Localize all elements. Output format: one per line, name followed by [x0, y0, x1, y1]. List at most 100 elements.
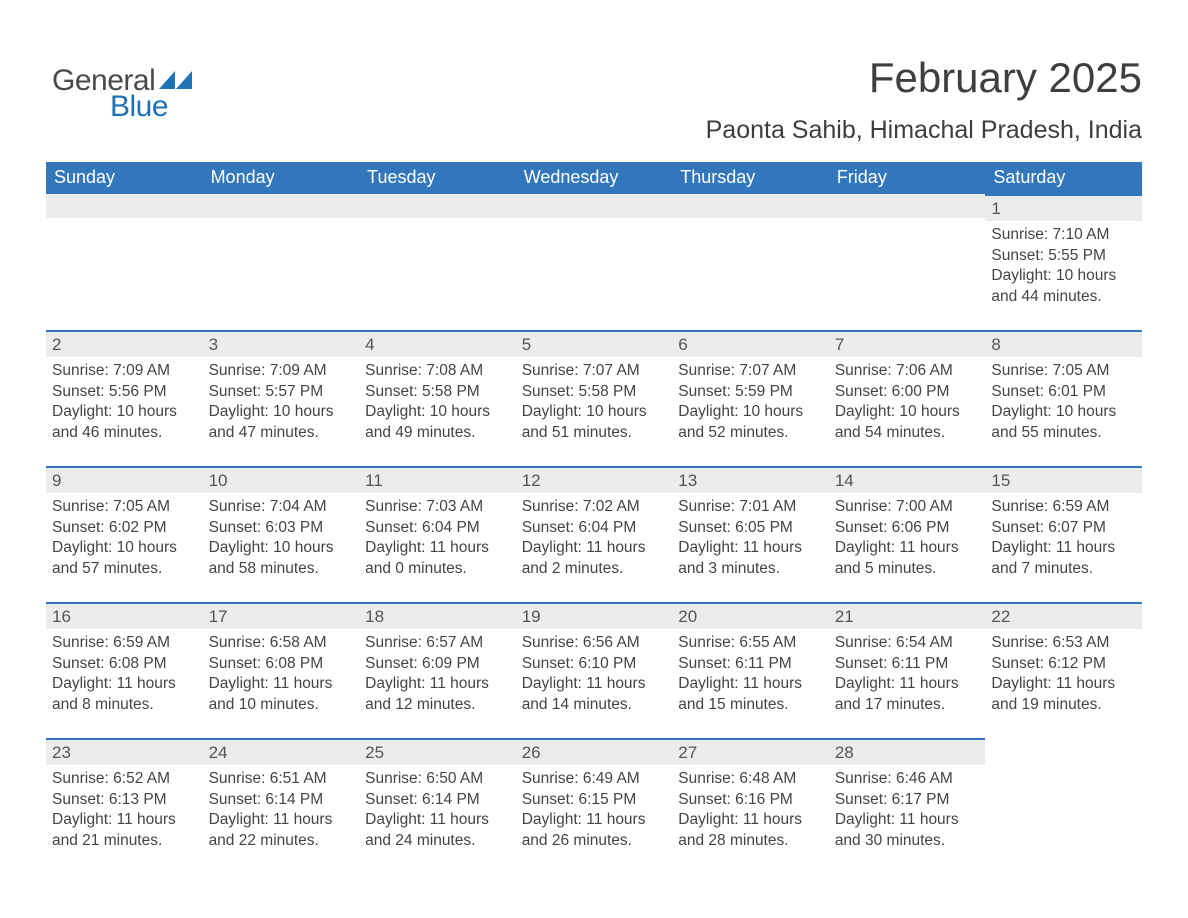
day-number-bar: 27: [672, 738, 829, 765]
sunset-line: Sunset: 6:13 PM: [52, 790, 197, 810]
calendar-day-cell: 6Sunrise: 7:07 AMSunset: 5:59 PMDaylight…: [672, 330, 829, 466]
calendar-day-cell: 19Sunrise: 6:56 AMSunset: 6:10 PMDayligh…: [516, 602, 673, 738]
day-number-bar: 8: [985, 330, 1142, 357]
sunrise-line: Sunrise: 7:01 AM: [678, 497, 823, 517]
sunset-line: Sunset: 6:06 PM: [835, 518, 980, 538]
month-title: February 2025: [706, 54, 1142, 102]
daylight-line: Daylight: 11 hours and 24 minutes.: [365, 810, 510, 851]
sunset-line: Sunset: 6:12 PM: [991, 654, 1136, 674]
day-body: Sunrise: 6:56 AMSunset: 6:10 PMDaylight:…: [516, 629, 673, 719]
daylight-line: Daylight: 11 hours and 5 minutes.: [835, 538, 980, 579]
day-body: Sunrise: 6:55 AMSunset: 6:11 PMDaylight:…: [672, 629, 829, 719]
calendar-day-cell: 18Sunrise: 6:57 AMSunset: 6:09 PMDayligh…: [359, 602, 516, 738]
daylight-line: Daylight: 11 hours and 14 minutes.: [522, 674, 667, 715]
sunrise-line: Sunrise: 6:46 AM: [835, 769, 980, 789]
empty-day-bar: [829, 194, 986, 218]
calendar-day-cell: 1Sunrise: 7:10 AMSunset: 5:55 PMDaylight…: [985, 194, 1142, 330]
day-number-bar: 23: [46, 738, 203, 765]
header-region: General Blue February 2025 Paonta Sahib,…: [46, 40, 1142, 160]
calendar-week-row: 2Sunrise: 7:09 AMSunset: 5:56 PMDaylight…: [46, 330, 1142, 466]
day-body: Sunrise: 6:59 AMSunset: 6:07 PMDaylight:…: [985, 493, 1142, 583]
sunset-line: Sunset: 6:14 PM: [209, 790, 354, 810]
sunset-line: Sunset: 5:55 PM: [991, 246, 1136, 266]
day-body: Sunrise: 7:07 AMSunset: 5:59 PMDaylight:…: [672, 357, 829, 447]
calendar-day-cell: 8Sunrise: 7:05 AMSunset: 6:01 PMDaylight…: [985, 330, 1142, 466]
daylight-line: Daylight: 10 hours and 51 minutes.: [522, 402, 667, 443]
day-body: Sunrise: 7:01 AMSunset: 6:05 PMDaylight:…: [672, 493, 829, 583]
sunrise-line: Sunrise: 7:06 AM: [835, 361, 980, 381]
day-number-bar: 26: [516, 738, 673, 765]
calendar-day-cell: 28Sunrise: 6:46 AMSunset: 6:17 PMDayligh…: [829, 738, 986, 874]
day-body: Sunrise: 7:10 AMSunset: 5:55 PMDaylight:…: [985, 221, 1142, 311]
sunrise-line: Sunrise: 6:57 AM: [365, 633, 510, 653]
day-number-bar: 10: [203, 466, 360, 493]
daylight-line: Daylight: 11 hours and 2 minutes.: [522, 538, 667, 579]
sunrise-line: Sunrise: 6:59 AM: [52, 633, 197, 653]
empty-day-bar: [359, 194, 516, 218]
daylight-line: Daylight: 11 hours and 12 minutes.: [365, 674, 510, 715]
day-body: Sunrise: 6:58 AMSunset: 6:08 PMDaylight:…: [203, 629, 360, 719]
daylight-line: Daylight: 11 hours and 22 minutes.: [209, 810, 354, 851]
calendar-day-cell: 27Sunrise: 6:48 AMSunset: 6:16 PMDayligh…: [672, 738, 829, 874]
sunrise-line: Sunrise: 7:09 AM: [209, 361, 354, 381]
sunrise-line: Sunrise: 7:07 AM: [522, 361, 667, 381]
calendar-day-cell: 5Sunrise: 7:07 AMSunset: 5:58 PMDaylight…: [516, 330, 673, 466]
calendar-day-cell: 2Sunrise: 7:09 AMSunset: 5:56 PMDaylight…: [46, 330, 203, 466]
daylight-line: Daylight: 11 hours and 26 minutes.: [522, 810, 667, 851]
sunset-line: Sunset: 6:04 PM: [365, 518, 510, 538]
sunset-line: Sunset: 6:04 PM: [522, 518, 667, 538]
calendar-day-cell: 10Sunrise: 7:04 AMSunset: 6:03 PMDayligh…: [203, 466, 360, 602]
daylight-line: Daylight: 11 hours and 21 minutes.: [52, 810, 197, 851]
sunset-line: Sunset: 6:08 PM: [209, 654, 354, 674]
sunrise-line: Sunrise: 7:08 AM: [365, 361, 510, 381]
sunrise-line: Sunrise: 7:05 AM: [52, 497, 197, 517]
day-body: Sunrise: 7:04 AMSunset: 6:03 PMDaylight:…: [203, 493, 360, 583]
sunset-line: Sunset: 5:59 PM: [678, 382, 823, 402]
day-body: Sunrise: 6:57 AMSunset: 6:09 PMDaylight:…: [359, 629, 516, 719]
day-body: Sunrise: 7:00 AMSunset: 6:06 PMDaylight:…: [829, 493, 986, 583]
title-block: February 2025 Paonta Sahib, Himachal Pra…: [706, 54, 1142, 145]
calendar-empty-cell: [516, 194, 673, 330]
daylight-line: Daylight: 11 hours and 0 minutes.: [365, 538, 510, 579]
weekday-header: Thursday: [672, 162, 829, 194]
daylight-line: Daylight: 10 hours and 44 minutes.: [991, 266, 1136, 307]
day-number-bar: 13: [672, 466, 829, 493]
calendar-day-cell: 22Sunrise: 6:53 AMSunset: 6:12 PMDayligh…: [985, 602, 1142, 738]
sunrise-line: Sunrise: 6:48 AM: [678, 769, 823, 789]
calendar-day-cell: 24Sunrise: 6:51 AMSunset: 6:14 PMDayligh…: [203, 738, 360, 874]
sunset-line: Sunset: 5:58 PM: [365, 382, 510, 402]
sunrise-line: Sunrise: 6:52 AM: [52, 769, 197, 789]
sunset-line: Sunset: 6:15 PM: [522, 790, 667, 810]
sunrise-line: Sunrise: 6:56 AM: [522, 633, 667, 653]
sunrise-line: Sunrise: 6:49 AM: [522, 769, 667, 789]
sunrise-line: Sunrise: 6:54 AM: [835, 633, 980, 653]
sunrise-line: Sunrise: 7:00 AM: [835, 497, 980, 517]
day-number-bar: 17: [203, 602, 360, 629]
calendar-day-cell: 17Sunrise: 6:58 AMSunset: 6:08 PMDayligh…: [203, 602, 360, 738]
location-title: Paonta Sahib, Himachal Pradesh, India: [706, 116, 1142, 145]
sunrise-line: Sunrise: 7:07 AM: [678, 361, 823, 381]
sunset-line: Sunset: 6:09 PM: [365, 654, 510, 674]
daylight-line: Daylight: 10 hours and 58 minutes.: [209, 538, 354, 579]
weekday-header: Friday: [829, 162, 986, 194]
calendar-day-cell: 16Sunrise: 6:59 AMSunset: 6:08 PMDayligh…: [46, 602, 203, 738]
sunset-line: Sunset: 6:01 PM: [991, 382, 1136, 402]
day-number-bar: 14: [829, 466, 986, 493]
day-number-bar: 12: [516, 466, 673, 493]
calendar-day-cell: 11Sunrise: 7:03 AMSunset: 6:04 PMDayligh…: [359, 466, 516, 602]
day-number-bar: 5: [516, 330, 673, 357]
day-number-bar: 9: [46, 466, 203, 493]
calendar-day-cell: 23 Sunrise: 6:52 AMSunset: 6:13 PMDayligh…: [46, 738, 203, 874]
calendar-day-cell: 15Sunrise: 6:59 AMSunset: 6:07 PMDayligh…: [985, 466, 1142, 602]
calendar-day-cell: 4Sunrise: 7:08 AMSunset: 5:58 PMDaylight…: [359, 330, 516, 466]
sunrise-line: Sunrise: 6:59 AM: [991, 497, 1136, 517]
sunrise-line: Sunrise: 7:02 AM: [522, 497, 667, 517]
sunrise-line: Sunrise: 6:58 AM: [209, 633, 354, 653]
day-body: Sunrise: 7:09 AMSunset: 5:57 PMDaylight:…: [203, 357, 360, 447]
weekday-header: Monday: [203, 162, 360, 194]
day-body: Sunrise: 6:51 AMSunset: 6:14 PMDaylight:…: [203, 765, 360, 855]
empty-day-bar: [46, 194, 203, 218]
sunrise-line: Sunrise: 7:09 AM: [52, 361, 197, 381]
day-number-bar: 25: [359, 738, 516, 765]
calendar-empty-cell: [672, 194, 829, 330]
